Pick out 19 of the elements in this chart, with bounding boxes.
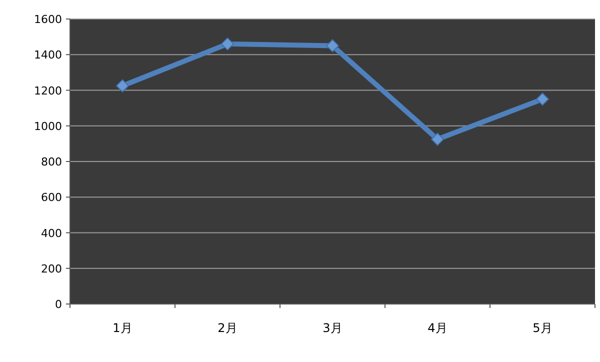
point	[221, 37, 234, 50]
x-tick-label: 3月	[322, 321, 342, 335]
point	[116, 79, 129, 92]
x-tick-label: 5月	[532, 321, 552, 335]
y-tick-label: 600	[41, 191, 62, 204]
y-tick-label: 1600	[34, 13, 62, 26]
point	[326, 39, 339, 52]
y-tick-label: 1400	[34, 48, 62, 62]
point	[431, 132, 444, 146]
y-tick-label: 0	[55, 298, 62, 311]
x-tick-label: 2月	[218, 321, 238, 335]
y-tick-label: 1200	[34, 84, 62, 98]
point	[536, 92, 549, 106]
y-tick-label: 400	[41, 226, 62, 240]
x-tick-label: 1月	[112, 321, 132, 335]
x-tick-label: 4月	[428, 321, 448, 335]
y-tick-label: 800	[41, 156, 62, 168]
y-tick-label: 200	[41, 262, 62, 276]
y-tick-label: 1000	[34, 120, 62, 133]
